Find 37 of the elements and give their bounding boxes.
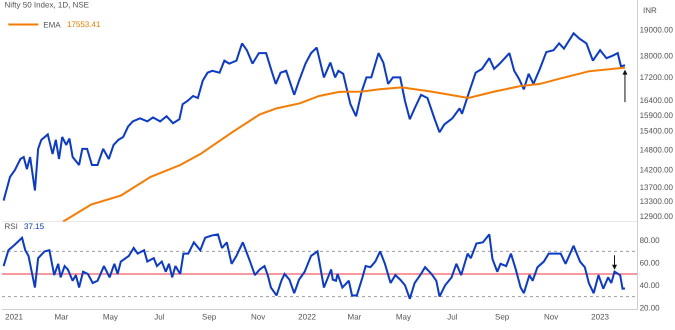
- y-tick-label: 19000.00: [640, 25, 674, 34]
- x-tick-label: 2023: [591, 312, 610, 322]
- x-tick-label: Sep: [202, 312, 217, 322]
- x-tick-label: May: [396, 312, 411, 322]
- y-tick-label: 16400.00: [640, 96, 674, 106]
- y-tick-label: 14200.00: [640, 166, 674, 175]
- line-series: [62, 66, 626, 222]
- x-tick-label: Jul: [447, 312, 458, 322]
- line-series: [2, 32, 626, 202]
- chart-title: Nifty 50 Index, 1D, NSE: [4, 0, 90, 10]
- y-axis-title: INR: [643, 6, 657, 15]
- y-tick-label: 60.00: [640, 258, 660, 268]
- y-tick-label: 13700.00: [640, 182, 674, 192]
- x-tick-label: 2021: [5, 312, 24, 322]
- x-tick-label: Sep: [495, 312, 510, 322]
- x-tick-label: Nov: [250, 312, 266, 322]
- y-tick-label: 15400.00: [640, 126, 674, 136]
- y-tick-label: 80.00: [640, 236, 660, 245]
- y-tick-label: 18000.00: [640, 51, 674, 60]
- annotation: 17553.41: [67, 20, 101, 29]
- y-tick-label: 17200.00: [640, 73, 674, 82]
- x-tick-label: 2022: [298, 312, 317, 322]
- x-tick-label: Nov: [544, 312, 558, 322]
- legend-label: EMA: [43, 20, 62, 30]
- y-tick-label: 40.00: [640, 281, 660, 290]
- x-tick-label: Jul: [154, 312, 165, 322]
- x-tick-label: May: [102, 312, 118, 322]
- line-series: [2, 233, 626, 300]
- y-tick-label: 12900.00: [640, 212, 674, 221]
- chart-title: RSI: [4, 222, 18, 232]
- x-tick-label: Mar: [54, 312, 69, 322]
- y-tick-label: 15900.00: [640, 111, 674, 120]
- y-tick-label: 20.00: [640, 304, 660, 313]
- x-tick-label: Mar: [348, 312, 362, 322]
- y-tick-label: 13300.00: [640, 197, 674, 206]
- y-tick-label: 14800.00: [640, 146, 674, 155]
- annotation: 37.15: [24, 222, 45, 231]
